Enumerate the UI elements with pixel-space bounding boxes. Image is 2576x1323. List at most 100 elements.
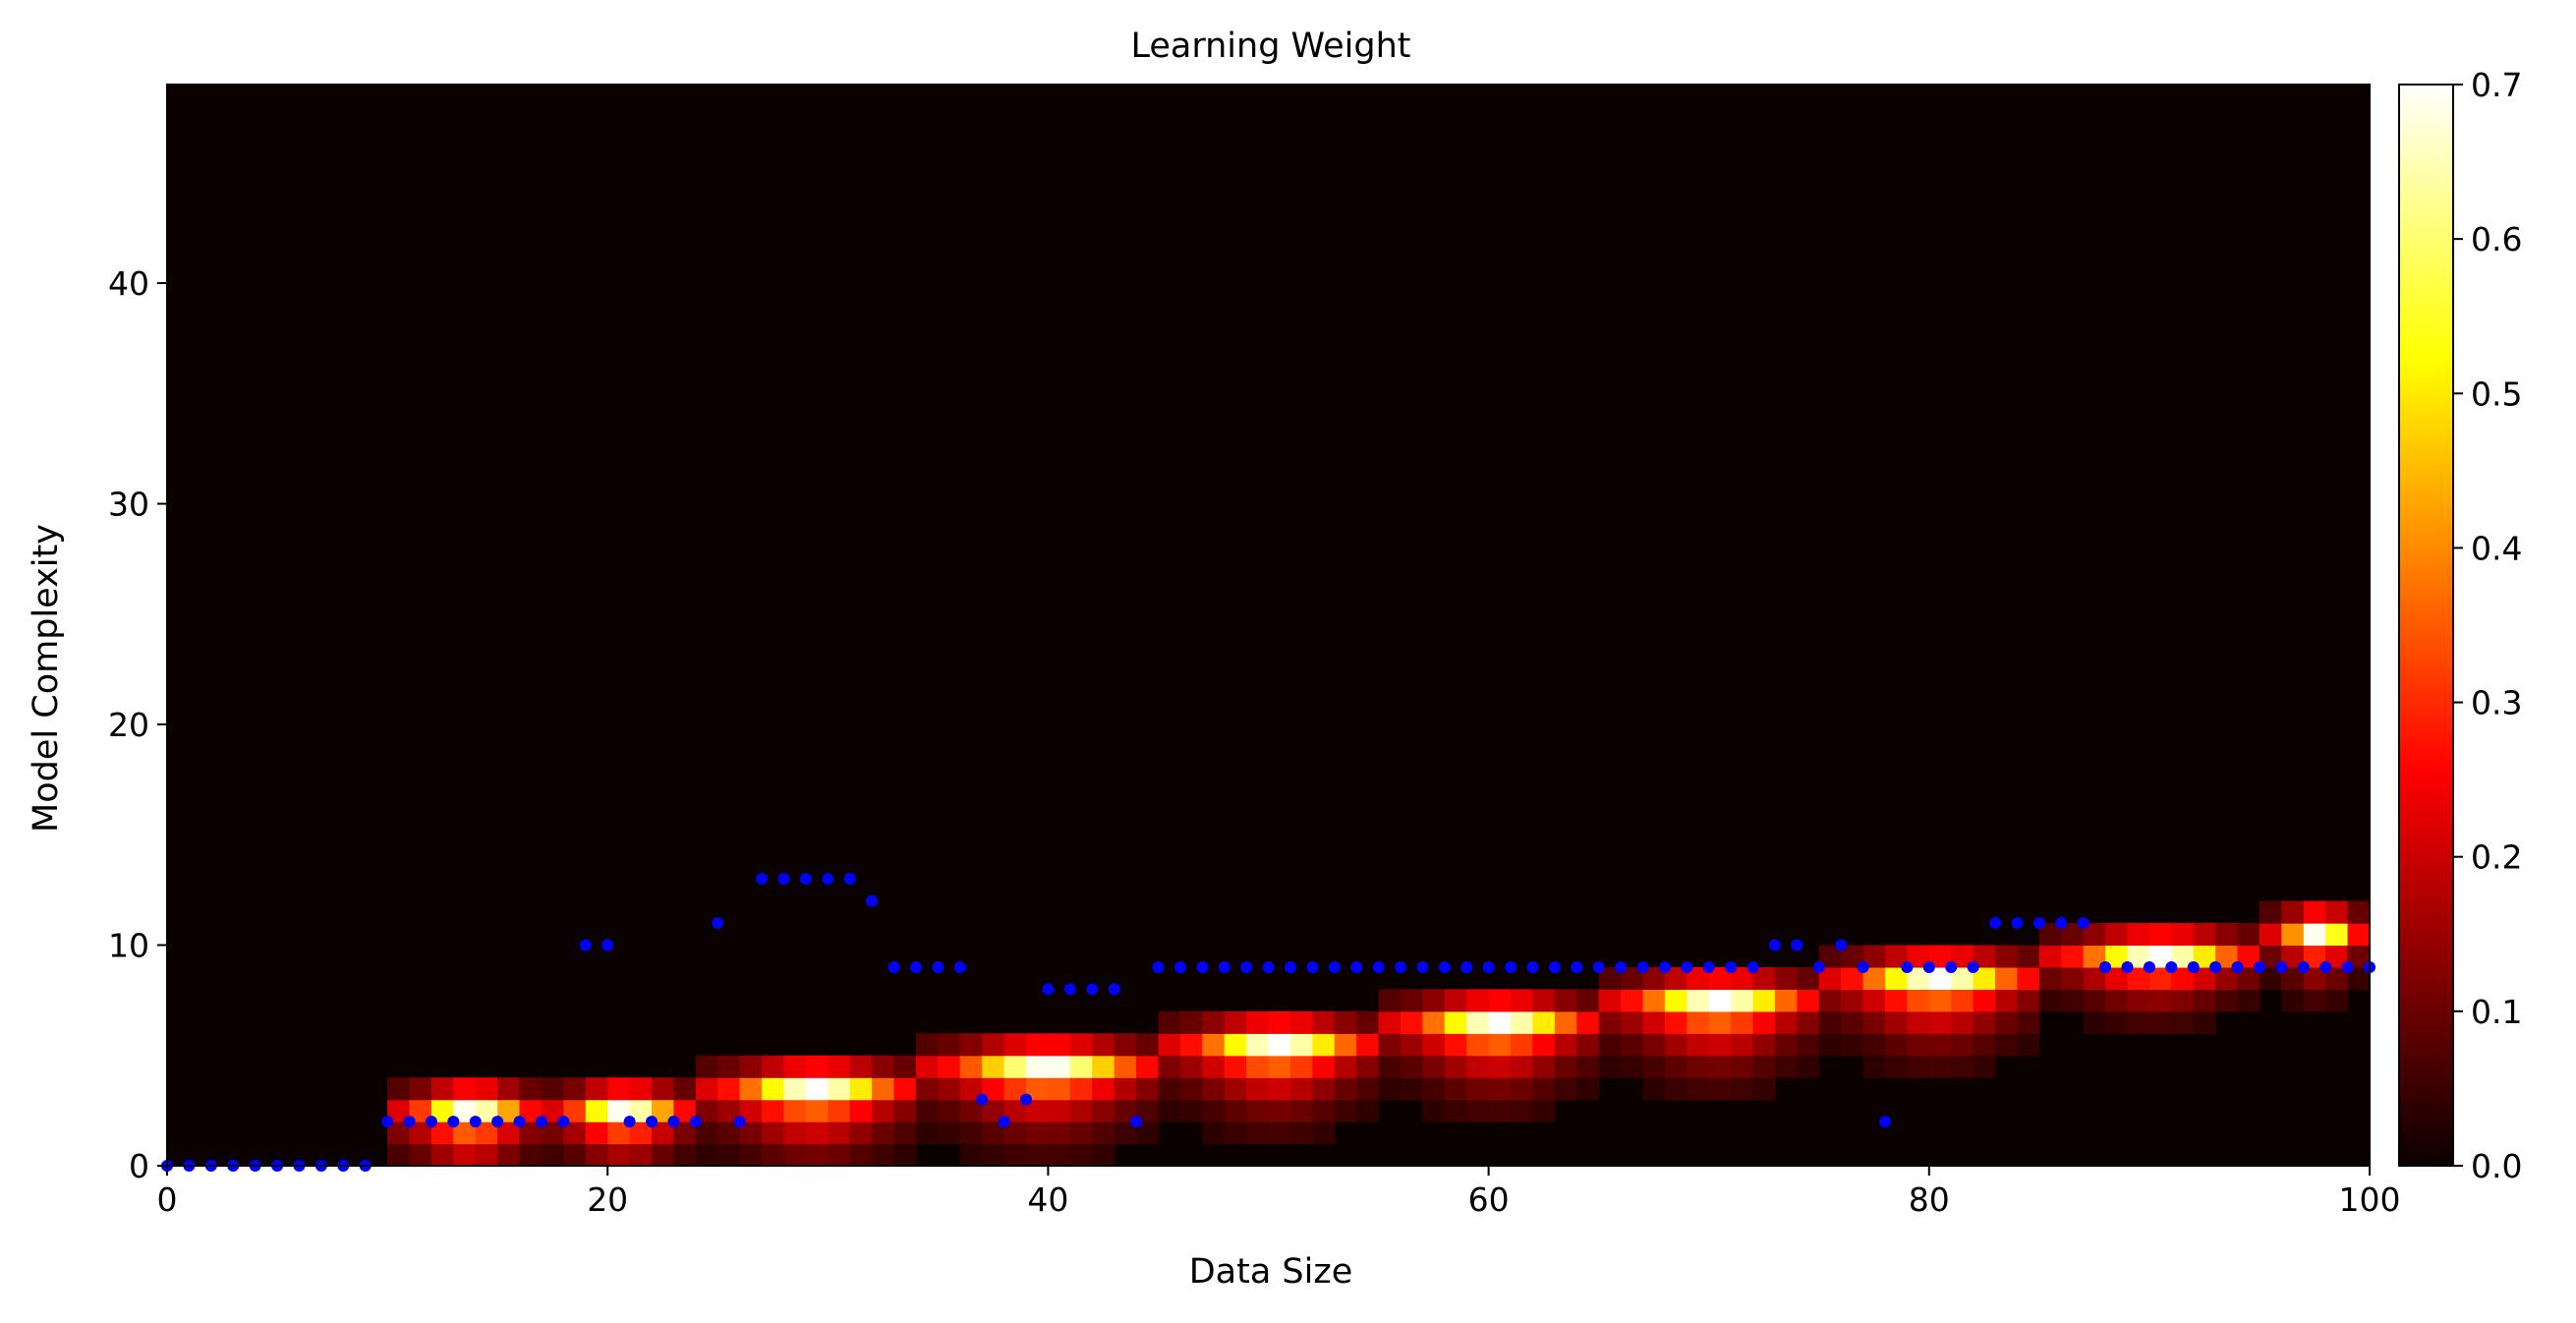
heatmap-cell (1774, 1033, 1798, 1057)
heatmap-cell (1224, 1055, 1247, 1078)
scatter-point (1372, 960, 1385, 973)
scatter-point (1460, 960, 1473, 973)
scatter-point (2055, 917, 2068, 930)
heatmap-cell (959, 1077, 983, 1101)
scatter-point (712, 917, 724, 930)
heatmap-cell (652, 1122, 675, 1145)
heatmap-cell (2259, 966, 2282, 991)
heatmap-cell (2215, 989, 2239, 1012)
heatmap-cell (2303, 966, 2326, 991)
heatmap-cell (1841, 989, 1864, 1012)
colorbar-tick-label: 0.5 (2471, 374, 2522, 413)
heatmap-cell (2259, 945, 2282, 968)
heatmap-cell (2105, 1010, 2129, 1034)
heatmap-cell (2105, 989, 2129, 1012)
heatmap-cell (1158, 1010, 1181, 1034)
heatmap-cell (1025, 1122, 1049, 1145)
heatmap-cell (938, 1077, 961, 1101)
heatmap-cell (585, 1099, 608, 1122)
heatmap-cell (1797, 1033, 1820, 1057)
heatmap-cell (805, 1143, 829, 1167)
heatmap-cell (1621, 1033, 1644, 1057)
heatmap-cell (893, 1099, 917, 1122)
scatter-point (557, 1116, 570, 1128)
heatmap-cell (1378, 1055, 1402, 1078)
heatmap-cell (2325, 945, 2349, 968)
scatter-point (1218, 960, 1231, 973)
heatmap-cell (1621, 1055, 1644, 1078)
heatmap-cell (1797, 1055, 1820, 1078)
heatmap-cell (1488, 1099, 1512, 1122)
heatmap-cell (1752, 989, 1776, 1012)
heatmap-cell (430, 1077, 454, 1101)
heatmap-cell (1598, 1055, 1622, 1078)
heatmap-cell (1774, 989, 1798, 1012)
heatmap-cell (519, 1099, 543, 1122)
heatmap-cell (2171, 923, 2195, 947)
heatmap-cell (2061, 966, 2085, 991)
heatmap-cell (2061, 989, 2085, 1012)
heatmap-cell (1246, 1010, 1270, 1034)
heatmap-cell (1511, 1055, 1534, 1078)
heatmap-cell (1069, 1077, 1093, 1101)
scatter-point (425, 1116, 437, 1128)
scatter-point (1108, 983, 1120, 996)
heatmap-cell (1092, 1143, 1116, 1167)
heatmap-cell (1400, 1010, 1423, 1034)
scatter-point (1592, 960, 1605, 973)
scatter-points (161, 873, 2376, 1172)
heatmap-cell (1268, 1099, 1291, 1122)
heatmap-cell (805, 1122, 829, 1145)
heatmap-cell (1511, 1077, 1534, 1101)
scatter-point (1130, 1116, 1143, 1128)
x-tick-label: 60 (1468, 1180, 1510, 1219)
heatmap-cell (1554, 1010, 1577, 1034)
heatmap-cell (1642, 1055, 1666, 1078)
y-tick-label: 0 (129, 1147, 149, 1185)
heatmap-cell (563, 1077, 587, 1101)
x-tick-label: 0 (157, 1180, 178, 1219)
heatmap-cell (2303, 945, 2326, 968)
heatmap-cell (1731, 1033, 1754, 1057)
heatmap-cell (1973, 945, 1996, 968)
heatmap-cell (762, 1122, 785, 1145)
heatmap-cell (1268, 1055, 1291, 1078)
heatmap-cell (2083, 923, 2106, 947)
heatmap-cell (1973, 1033, 1996, 1057)
heatmap-cell (2127, 1010, 2150, 1034)
heatmap-cell (805, 1099, 829, 1122)
heatmap-cell (717, 1077, 741, 1101)
heatmap-cell (1114, 1099, 1137, 1122)
heatmap-cell (1532, 1055, 1556, 1078)
heatmap-cell (1179, 1033, 1203, 1057)
heatmap-cell (1708, 1055, 1732, 1078)
heatmap-cell (762, 1143, 785, 1167)
heatmap-cell (828, 1143, 851, 1167)
scatter-point (1878, 1116, 1891, 1128)
heatmap-cell (1995, 966, 2019, 991)
scatter-point (1835, 939, 1848, 951)
scatter-point (887, 960, 900, 973)
heatmap-cell (1532, 1077, 1556, 1101)
heatmap-cell (1179, 1010, 1203, 1034)
heatmap-cell (1048, 1122, 1071, 1145)
heatmap-cell (629, 1143, 653, 1167)
heatmap-cell (1731, 989, 1754, 1012)
heatmap-cell (1907, 1010, 1930, 1034)
heatmap-cell (1642, 966, 1666, 991)
heatmap-cell (1532, 1099, 1556, 1122)
y-axis-label: Model Complexity (27, 524, 66, 833)
heatmap-cell (915, 1122, 939, 1145)
heatmap-cell (2083, 989, 2106, 1012)
scatter-point (2209, 960, 2222, 973)
heatmap-cell (2017, 989, 2040, 1012)
heatmap-cell (1862, 945, 1886, 968)
heatmap-cell (1554, 989, 1577, 1012)
heatmap-cell (2347, 945, 2371, 968)
heatmap-cell (828, 1122, 851, 1145)
scatter-point (1306, 960, 1319, 973)
heatmap-cell (1092, 1033, 1116, 1057)
scatter-point (1989, 917, 2002, 930)
heatmap-cell (1048, 1143, 1071, 1167)
heatmap-cell (1951, 989, 1975, 1012)
